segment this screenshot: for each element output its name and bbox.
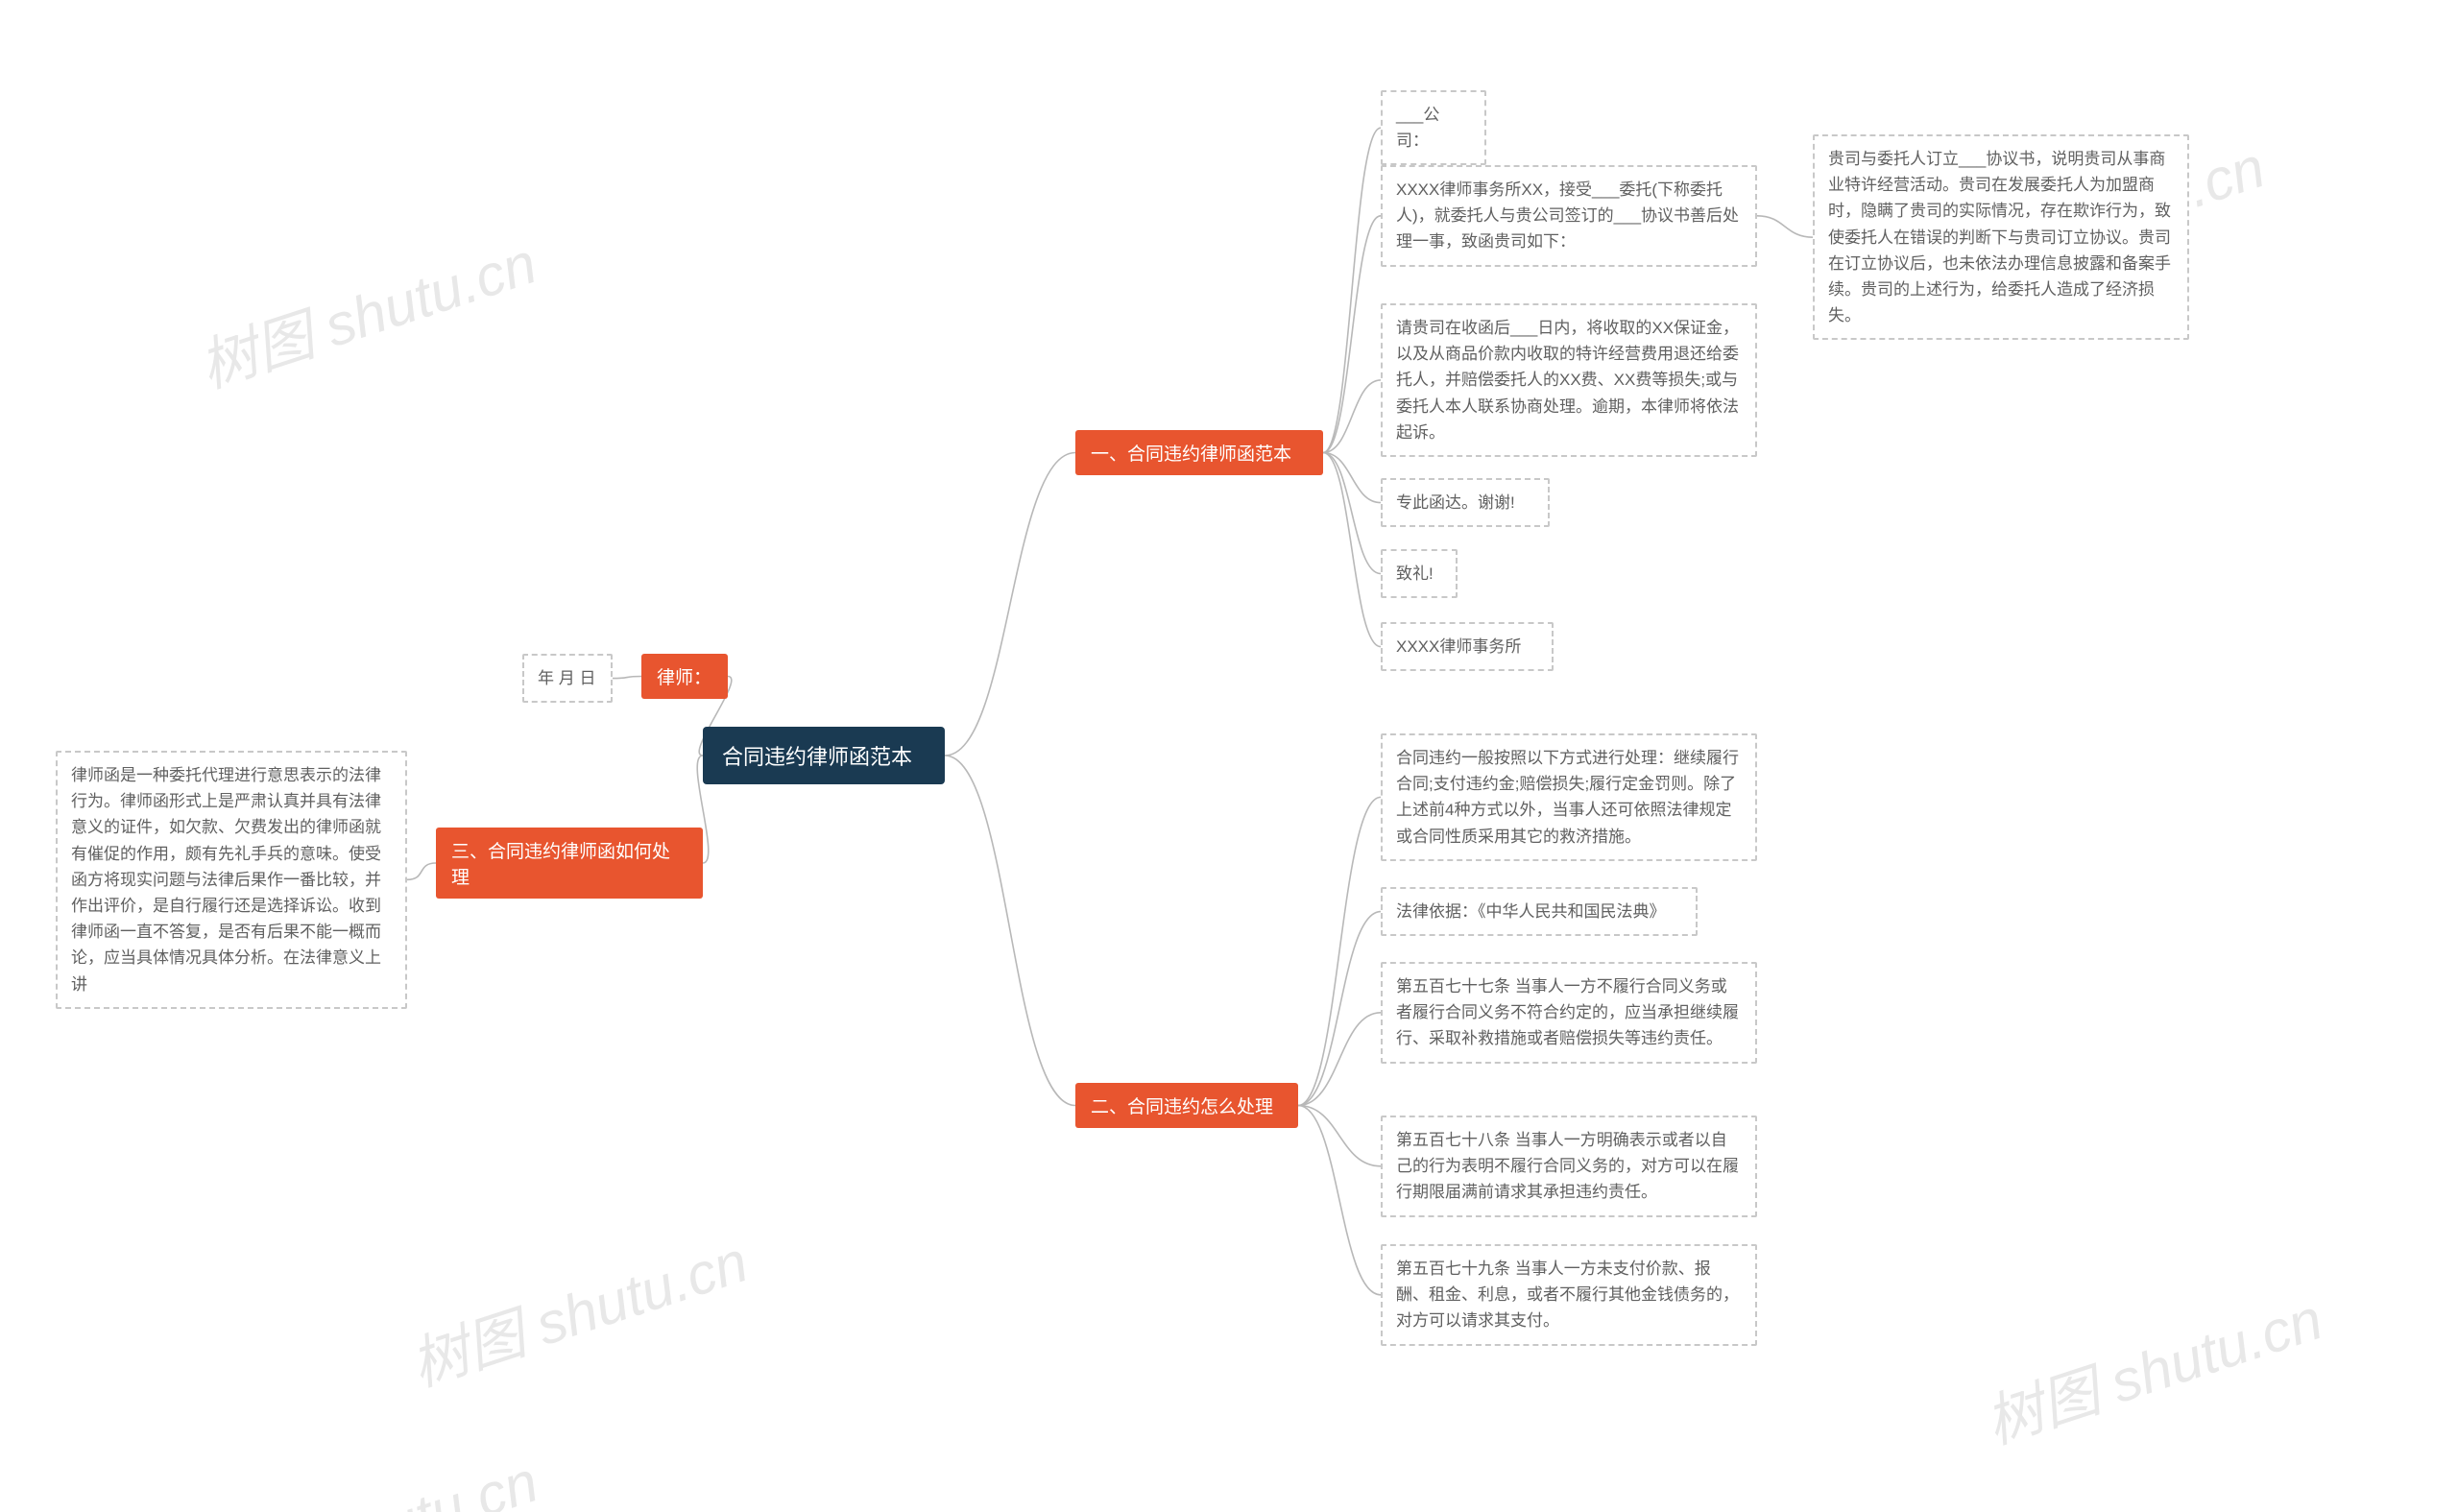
leaf-closing2[interactable]: 致礼! bbox=[1381, 549, 1458, 598]
watermark: 图 shutu.cn bbox=[244, 1435, 547, 1512]
watermark: 树图 shutu.cn bbox=[398, 1215, 757, 1403]
leaf-company[interactable]: ___公司： bbox=[1381, 90, 1486, 165]
leaf-intro-detail[interactable]: 贵司与委托人订立___协议书，说明贵司从事商业特许经营活动。贵司在发展委托人为加… bbox=[1813, 134, 2189, 340]
leaf-article-579[interactable]: 第五百七十九条 当事人一方未支付价款、报酬、租金、利息，或者不履行其他金钱债务的… bbox=[1381, 1244, 1757, 1346]
root-node[interactable]: 合同违约律师函范本 bbox=[703, 727, 945, 784]
leaf-firm[interactable]: XXXX律师事务所 bbox=[1381, 622, 1554, 671]
leaf-demand[interactable]: 请贵司在收函后___日内，将收取的XX保证金，以及从商品价款内收取的特许经营费用… bbox=[1381, 303, 1757, 457]
leaf-legal-basis[interactable]: 法律依据：《中华人民共和国民法典》 bbox=[1381, 887, 1698, 936]
branch-section-1[interactable]: 一、合同违约律师函范本 bbox=[1075, 430, 1323, 475]
watermark: 树图 shutu.cn bbox=[1973, 1273, 2331, 1460]
leaf-handling-methods[interactable]: 合同违约一般按照以下方式进行处理：继续履行合同;支付违约金;赔偿损失;履行定金罚… bbox=[1381, 733, 1757, 861]
leaf-date[interactable]: 年 月 日 bbox=[522, 654, 613, 703]
branch-section-2[interactable]: 二、合同违约怎么处理 bbox=[1075, 1083, 1298, 1128]
leaf-article-578[interactable]: 第五百七十八条 当事人一方明确表示或者以自己的行为表明不履行合同义务的，对方可以… bbox=[1381, 1116, 1757, 1217]
leaf-closing1[interactable]: 专此函达。谢谢! bbox=[1381, 478, 1550, 527]
leaf-intro[interactable]: XXXX律师事务所XX，接受___委托(下称委托人)，就委托人与贵公司签订的__… bbox=[1381, 165, 1757, 267]
leaf-section3-body[interactable]: 律师函是一种委托代理进行意思表示的法律行为。律师函形式上是严肃认真并具有法律意义… bbox=[56, 751, 407, 1009]
branch-lawyer[interactable]: 律师： bbox=[641, 654, 728, 699]
watermark: 树图 shutu.cn bbox=[187, 217, 545, 404]
branch-section-3[interactable]: 三、合同违约律师函如何处理 bbox=[436, 828, 703, 899]
leaf-article-577[interactable]: 第五百七十七条 当事人一方不履行合同义务或者履行合同义务不符合约定的，应当承担继… bbox=[1381, 962, 1757, 1064]
